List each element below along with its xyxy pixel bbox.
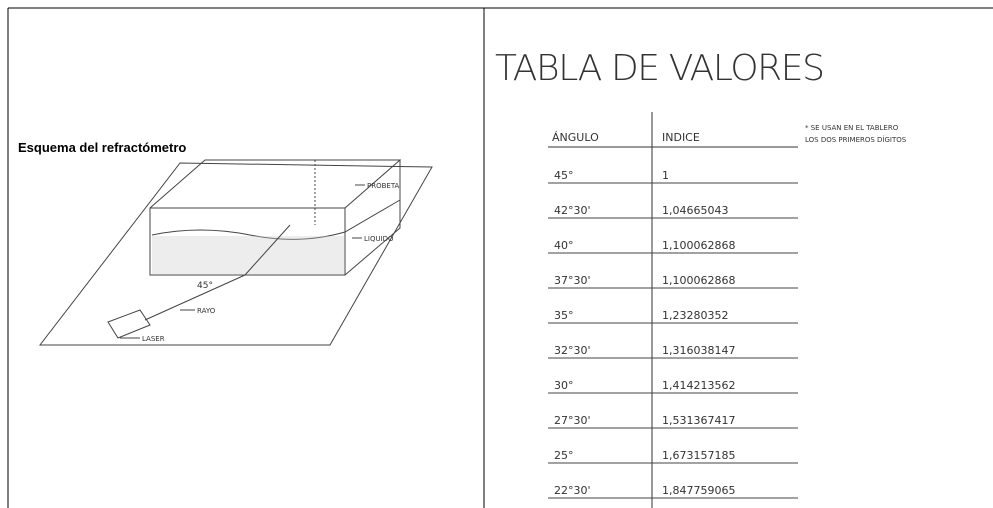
table-cell: 30° [554, 379, 574, 392]
laser [107, 309, 151, 339]
ray-out [244, 224, 291, 276]
liquid [152, 236, 344, 274]
table-cell: 32°30' [554, 344, 591, 357]
refractometer-sketch: PROBETA LIQUIDO 45° RAYO LASER [38, 159, 433, 346]
table-cell: 1,531367417 [662, 414, 735, 427]
box-top [149, 159, 402, 209]
label-angle: 45° [197, 281, 213, 291]
table-cell: 1,673157185 [662, 449, 735, 462]
table-cell: 1,847759065 [662, 484, 735, 497]
table-cell: 1,04665043 [662, 204, 728, 217]
liquid-surface [151, 199, 401, 240]
table-cell: 35° [554, 309, 574, 322]
label-liquido: LIQUIDO [364, 235, 394, 243]
table-cell: 40° [554, 239, 574, 252]
note-line: LOS DOS PRIMEROS DÍGITOS [805, 135, 907, 144]
note-line: * SE USAN EN EL TABLERO [805, 124, 899, 132]
table-cell: 42°30' [554, 204, 591, 217]
table-cell: 1,100062868 [662, 239, 735, 252]
left-title: Esquema del refractómetro [18, 140, 186, 155]
table-cell: 1,414213562 [662, 379, 735, 392]
right-title: TABLA DE VALORES [495, 48, 825, 89]
table-cell: 22°30' [554, 484, 591, 497]
values-table: ÁNGULO INDICE 45° 1 42°30' 1,04665043 40° 1,100… [548, 112, 798, 508]
table-cell: 1 [662, 169, 669, 182]
plane [38, 162, 433, 346]
header-cell: INDICE [662, 131, 700, 144]
header-cell: ÁNGULO [552, 131, 599, 144]
ray-in [144, 274, 246, 321]
table-cell: 37°30' [554, 274, 591, 287]
label-laser: LASER [142, 335, 165, 343]
box-side [344, 160, 401, 276]
table-cell: 1,23280352 [662, 309, 728, 322]
label-probeta: PROBETA [367, 182, 400, 190]
table-cell: 1,100062868 [662, 274, 735, 287]
table-cell: 25° [554, 449, 574, 462]
label-rayo: RAYO [197, 307, 216, 315]
box-front [149, 207, 346, 276]
table-cell: 1,316038147 [662, 344, 735, 357]
table-cell: 45° [554, 169, 574, 182]
table-cell: 27°30' [554, 414, 591, 427]
